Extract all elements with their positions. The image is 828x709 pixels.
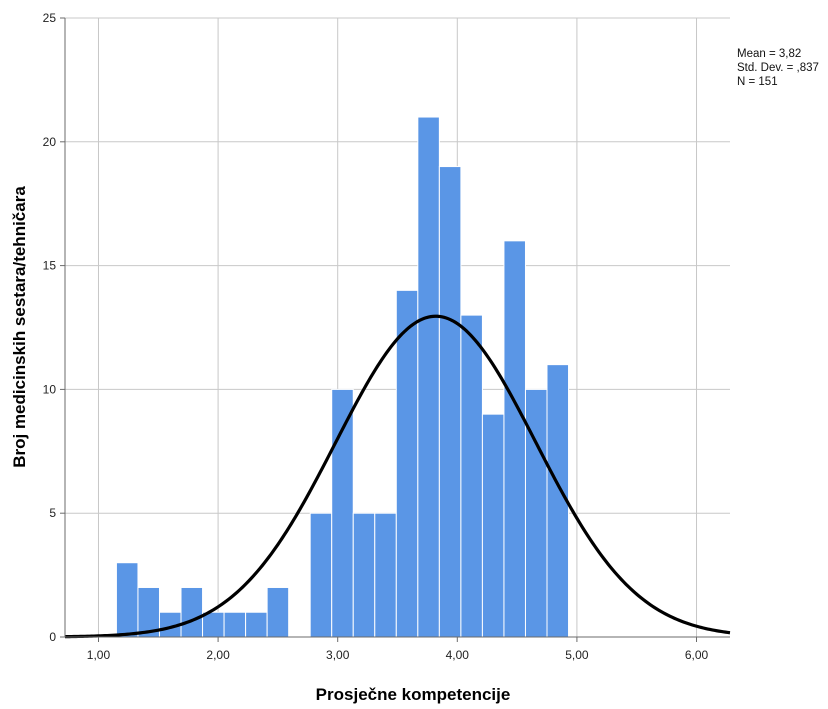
x-tick-label: 6,00 xyxy=(685,648,709,662)
y-tick-label: 0 xyxy=(49,630,56,644)
histogram-bar xyxy=(395,289,419,638)
histogram-bar xyxy=(115,562,139,638)
x-tick-label: 3,00 xyxy=(326,648,350,662)
y-axis-title: Broj medicinskih sestara/tehničara xyxy=(10,186,29,468)
histogram-bar xyxy=(180,586,204,638)
y-tick-labels: 0 5 10 15 20 25 xyxy=(43,11,57,644)
x-tick-labels: 1,00 2,00 3,00 4,00 5,00 6,00 xyxy=(87,648,709,662)
histogram-bar xyxy=(374,512,397,638)
y-tick-label: 10 xyxy=(43,382,57,396)
stats-mean: Mean = 3,82 xyxy=(737,48,801,60)
x-axis-title: Prosječne kompetencije xyxy=(316,685,511,704)
y-tick-label: 5 xyxy=(49,506,56,520)
gridlines xyxy=(65,17,730,637)
y-tick-label: 25 xyxy=(43,11,57,25)
stats-box: Mean = 3,82 Std. Dev. = ,837 N = 151 xyxy=(737,48,819,88)
histogram-bar xyxy=(503,240,526,638)
histogram-bar xyxy=(481,413,505,638)
x-tick-label: 1,00 xyxy=(87,648,111,662)
histogram-bar xyxy=(309,512,333,638)
x-tick-label: 2,00 xyxy=(206,648,230,662)
stats-std-dev: Std. Dev. = ,837 xyxy=(737,62,819,74)
histogram-bar xyxy=(352,512,376,638)
histogram-bar xyxy=(266,586,290,638)
y-tick-label: 15 xyxy=(43,259,57,273)
stats-n: N = 151 xyxy=(737,76,778,88)
histogram-bar xyxy=(223,611,247,638)
axes xyxy=(60,17,730,642)
x-tick-label: 5,00 xyxy=(565,648,589,662)
normal-curve-layer xyxy=(64,314,731,639)
normal-curve xyxy=(64,314,731,639)
histogram-bar xyxy=(438,166,462,638)
histogram-bar xyxy=(245,611,268,638)
x-tick-label: 4,00 xyxy=(446,648,470,662)
histogram-bar xyxy=(460,314,483,638)
y-tick-label: 20 xyxy=(43,135,57,149)
histogram-bar xyxy=(417,116,440,638)
histogram-bar xyxy=(202,611,225,638)
